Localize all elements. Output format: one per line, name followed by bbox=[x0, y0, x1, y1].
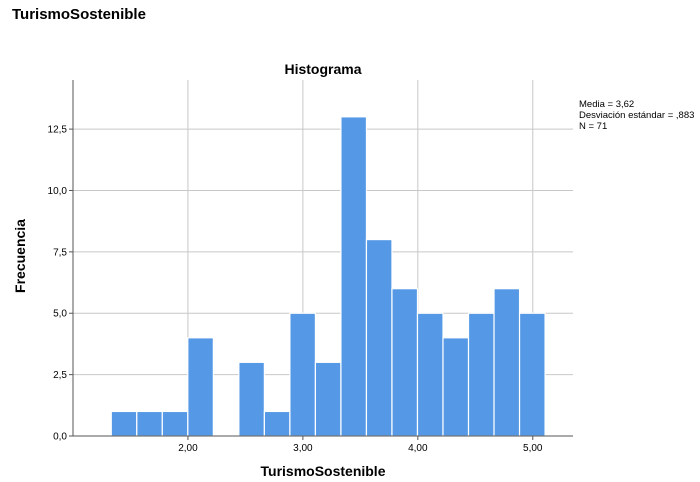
histogram-bar-1 bbox=[136, 410, 163, 437]
x-tick-label-3: 5,00 bbox=[523, 443, 543, 454]
y-tick-label-4: 10,0 bbox=[48, 186, 68, 197]
y-tick-label-2: 5,0 bbox=[53, 309, 67, 320]
tick-labels: 0,0 2,5 5,0 7,5 10,0 12,5 2,00 3,00 4,00 5,00 bbox=[48, 125, 543, 454]
y-tick-label-3: 7,5 bbox=[53, 247, 67, 258]
histogram-bar-9 bbox=[340, 116, 368, 437]
x-axis-label: TurismoSostenible bbox=[260, 463, 386, 479]
histogram-bar-6 bbox=[263, 410, 291, 437]
histogram-bar-5 bbox=[238, 361, 265, 437]
histogram-bar-10 bbox=[365, 238, 393, 437]
y-tick-label-0: 0,0 bbox=[53, 432, 67, 443]
histogram-bar-15 bbox=[493, 288, 521, 437]
histogram-bar-0 bbox=[110, 410, 138, 437]
x-tick-label-0: 2,00 bbox=[178, 443, 198, 454]
output-variable-title: TurismoSostenible bbox=[12, 6, 146, 23]
histogram-bar-12 bbox=[416, 312, 444, 437]
x-tick-label-1: 3,00 bbox=[293, 443, 313, 454]
histogram-bar-7 bbox=[289, 312, 317, 437]
stats-mean: Media = 3,62 bbox=[579, 99, 635, 110]
y-tick-label-1: 2,5 bbox=[53, 370, 67, 381]
histogram-bar-13 bbox=[442, 337, 470, 437]
histogram-bar-11 bbox=[391, 288, 419, 437]
histogram-bar-2 bbox=[161, 410, 189, 437]
y-tick-label-5: 12,5 bbox=[48, 125, 68, 136]
histogram-bar-8 bbox=[314, 361, 342, 437]
histogram-bars bbox=[110, 116, 546, 437]
histogram-bar-3 bbox=[187, 337, 214, 437]
y-axis-label: Frecuencia bbox=[12, 219, 28, 293]
chart-title: Histograma bbox=[284, 61, 362, 77]
x-tick-label-2: 4,00 bbox=[408, 443, 428, 454]
stats-legend: Media = 3,62 Desviación estándar = ,883 … bbox=[579, 99, 694, 132]
histogram-bar-14 bbox=[467, 312, 495, 437]
axes bbox=[69, 80, 573, 440]
histogram-bar-16 bbox=[518, 312, 546, 437]
stats-std-dev: Desviación estándar = ,883 bbox=[579, 110, 695, 121]
stats-n: N = 71 bbox=[579, 121, 608, 132]
